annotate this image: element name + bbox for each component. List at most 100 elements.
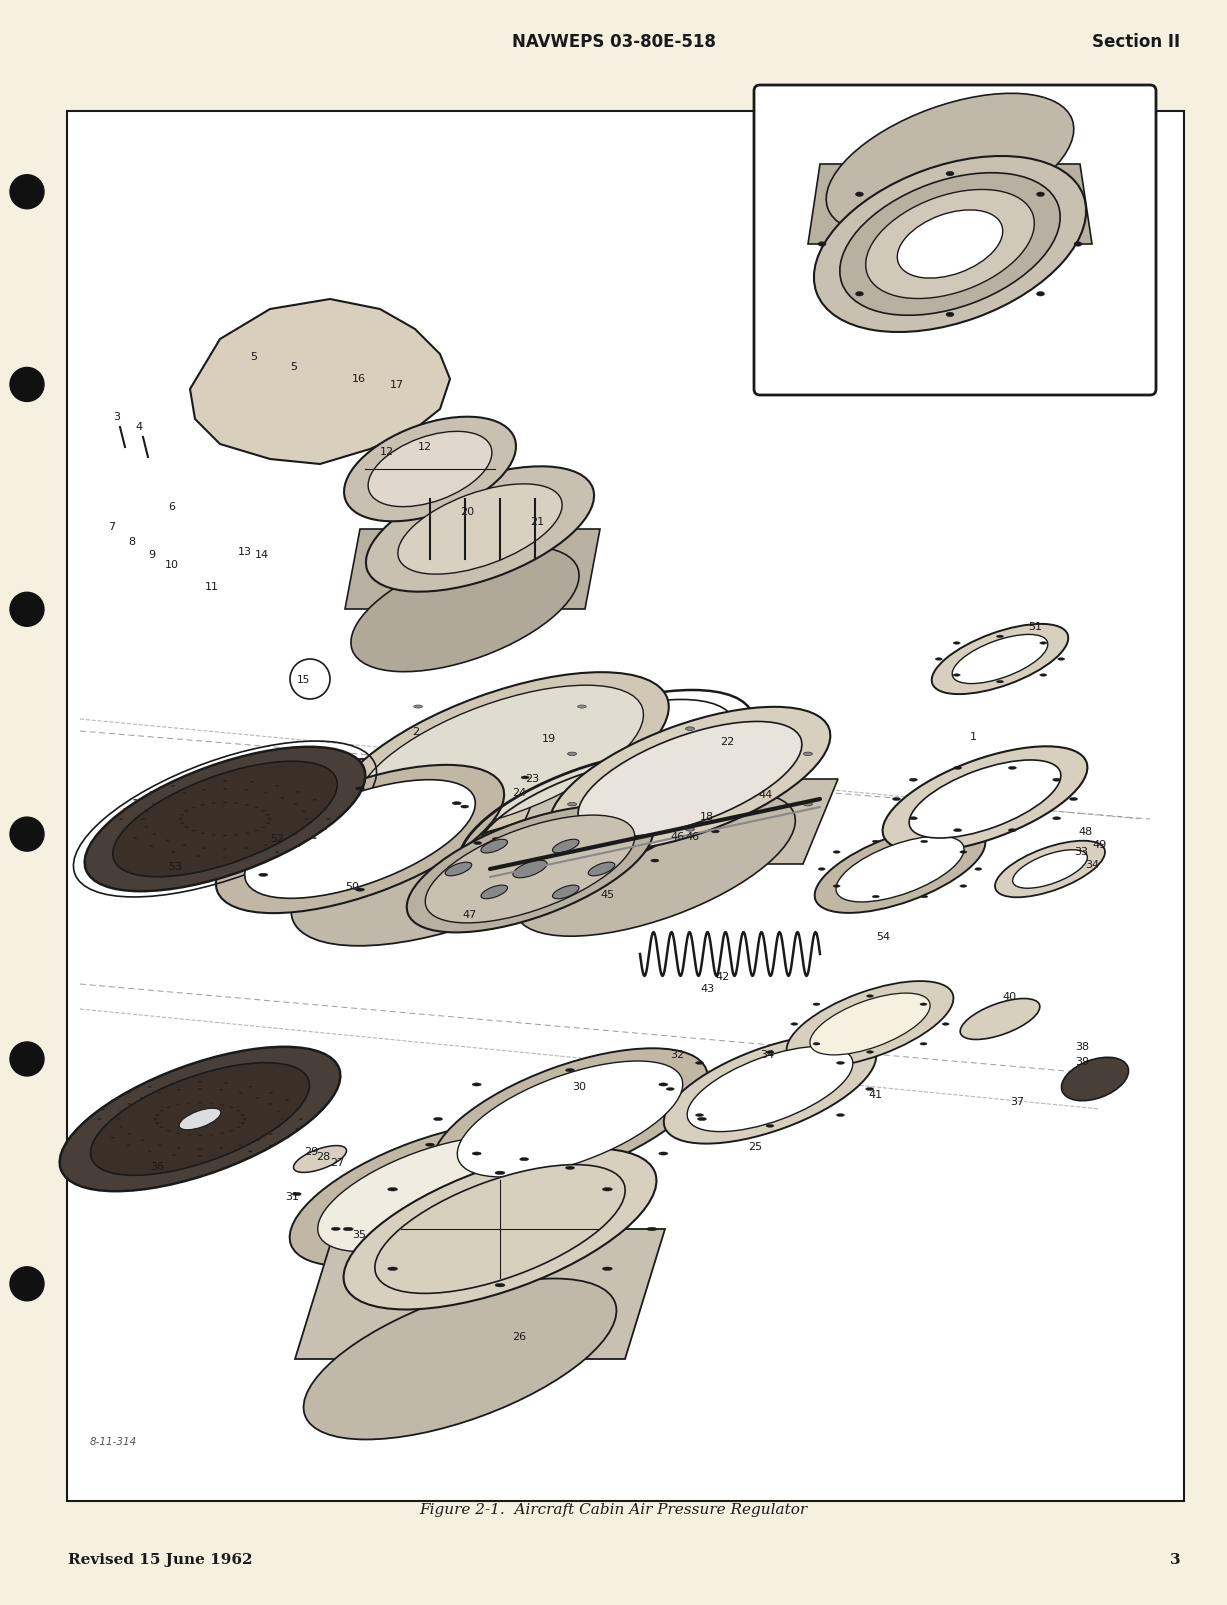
Ellipse shape [331,672,669,846]
Text: 2: 2 [412,727,420,737]
Ellipse shape [366,467,594,592]
Ellipse shape [620,772,627,775]
Ellipse shape [458,1061,682,1176]
Ellipse shape [833,851,840,854]
Ellipse shape [810,993,930,1054]
Ellipse shape [520,1228,529,1231]
Ellipse shape [1009,830,1016,831]
Circle shape [10,368,44,403]
Ellipse shape [996,681,1004,684]
Ellipse shape [897,210,1002,279]
Ellipse shape [388,1268,398,1271]
Ellipse shape [91,1063,309,1175]
Ellipse shape [804,753,812,756]
Ellipse shape [650,860,659,862]
Ellipse shape [179,1109,221,1130]
Ellipse shape [426,1242,434,1245]
Text: 48: 48 [1079,827,1092,836]
Ellipse shape [1012,851,1087,889]
Ellipse shape [588,862,615,876]
Ellipse shape [259,802,267,806]
Text: 18: 18 [699,812,714,822]
Ellipse shape [815,825,985,913]
Ellipse shape [552,886,579,899]
Ellipse shape [892,798,901,801]
Ellipse shape [659,1152,667,1156]
Ellipse shape [791,1022,798,1026]
Ellipse shape [568,753,577,756]
Ellipse shape [331,1157,340,1160]
Ellipse shape [513,860,547,878]
Text: Section II: Section II [1092,34,1180,51]
Ellipse shape [398,485,562,575]
Text: 24: 24 [512,788,526,798]
Text: 39: 39 [1075,1056,1090,1066]
Ellipse shape [866,191,1034,300]
Ellipse shape [558,1193,568,1196]
Ellipse shape [946,172,955,177]
Text: 5: 5 [250,351,256,361]
Ellipse shape [244,780,475,899]
Ellipse shape [909,817,918,820]
Ellipse shape [946,313,955,318]
Ellipse shape [766,1051,774,1054]
Text: 35: 35 [352,1229,366,1239]
Circle shape [10,592,44,628]
Ellipse shape [331,1228,340,1231]
Text: 34: 34 [760,1050,774,1059]
Text: 40: 40 [1002,992,1016,1002]
Ellipse shape [216,766,504,913]
Ellipse shape [1039,674,1047,677]
Polygon shape [190,300,450,465]
Ellipse shape [666,1088,675,1091]
Ellipse shape [942,1022,950,1026]
Ellipse shape [406,806,653,933]
Ellipse shape [85,748,366,892]
Ellipse shape [1039,642,1047,645]
Text: 37: 37 [1010,1096,1025,1106]
Circle shape [10,175,44,210]
Circle shape [10,817,44,852]
Ellipse shape [481,839,508,854]
Ellipse shape [664,1035,876,1144]
Ellipse shape [826,95,1074,236]
Ellipse shape [804,802,812,806]
Polygon shape [294,1229,665,1359]
Ellipse shape [374,1165,626,1294]
Ellipse shape [514,793,795,937]
Ellipse shape [814,1043,820,1045]
Ellipse shape [566,1069,574,1072]
Ellipse shape [344,1149,656,1310]
Ellipse shape [698,794,707,798]
Ellipse shape [259,873,267,876]
Text: 3: 3 [1169,1552,1180,1566]
Text: 27: 27 [330,1157,345,1167]
Ellipse shape [696,1114,703,1117]
Ellipse shape [426,815,634,923]
Text: 43: 43 [699,984,714,993]
Text: 23: 23 [525,774,539,783]
Ellipse shape [474,843,482,844]
Ellipse shape [292,1193,302,1196]
Ellipse shape [1074,242,1082,247]
Ellipse shape [961,998,1039,1040]
Ellipse shape [1058,658,1065,661]
Ellipse shape [696,1063,703,1064]
Ellipse shape [839,173,1060,316]
Ellipse shape [953,642,961,645]
Ellipse shape [659,758,669,761]
Ellipse shape [833,886,840,888]
Ellipse shape [494,1172,506,1175]
Ellipse shape [413,811,422,814]
Ellipse shape [818,868,826,870]
Ellipse shape [855,292,864,297]
Text: 49: 49 [1092,839,1107,849]
Ellipse shape [960,886,967,888]
Ellipse shape [331,758,341,761]
Ellipse shape [602,1188,612,1191]
Ellipse shape [426,1143,434,1146]
Ellipse shape [866,995,874,998]
Ellipse shape [686,828,694,831]
Text: Figure 2-1.  Aircraft Cabin Air Pressure Regulator: Figure 2-1. Aircraft Cabin Air Pressure … [420,1502,807,1517]
Ellipse shape [578,706,587,709]
